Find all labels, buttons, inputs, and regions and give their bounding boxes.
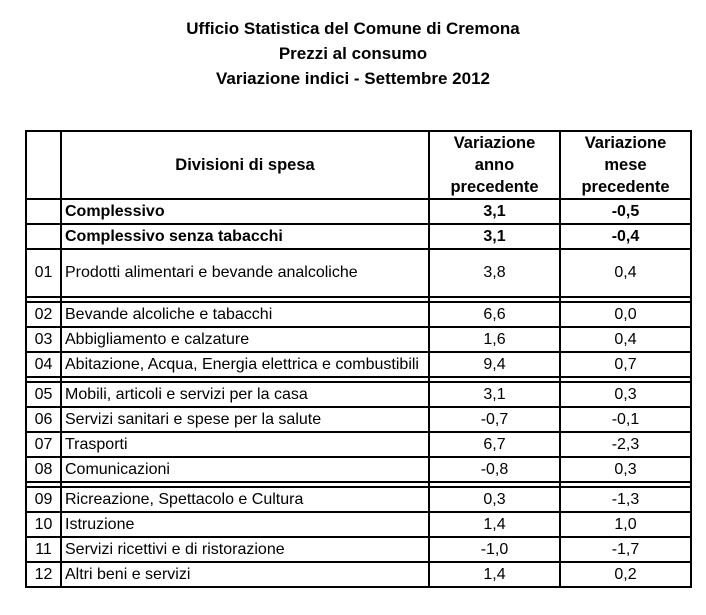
row-label: Mobili, articoli e servizi per la casa (60, 381, 430, 408)
separator-cell (25, 481, 62, 488)
table-row: 12 Altri beni e servizi 1,4 0,2 (25, 561, 692, 588)
row-label: Abbigliamento e calzature (60, 326, 430, 353)
table-row: Complessivo senza tabacchi 3,1 -0,4 (25, 223, 692, 250)
title-line-period: Variazione indici - Settembre 2012 (215, 69, 490, 88)
row-month-value: -0,4 (559, 223, 692, 250)
row-label: Servizi sanitari e spese per la salute (60, 406, 430, 433)
header-variation-year: Variazione anno precedente (428, 130, 561, 200)
row-label: Trasporti (60, 431, 430, 458)
table-row: 01 Prodotti alimentari e bevande analcoli… (25, 248, 692, 298)
row-code: 06 (25, 406, 62, 433)
row-label: Comunicazioni (60, 456, 430, 483)
row-month-value: 0,0 (559, 301, 692, 328)
row-label: Complessivo (60, 198, 430, 225)
row-month-value: 0,4 (559, 326, 692, 353)
separator-cell (25, 376, 62, 383)
header-code (25, 130, 62, 200)
row-code: 05 (25, 381, 62, 408)
title-line-office: Ufficio Statistica del Comune di Cremona (186, 19, 520, 38)
row-year-value: 3,1 (428, 198, 561, 225)
document-title-block: Ufficio Statistica del Comune di Cremona… (0, 0, 706, 91)
row-code (25, 198, 62, 225)
header-division: Divisioni di spesa (60, 130, 430, 200)
table-row: 08 Comunicazioni -0,8 0,3 (25, 456, 692, 483)
table-row: 04 Abitazione, Acqua, Energia elettrica e… (25, 351, 692, 378)
row-code: 07 (25, 431, 62, 458)
table-row: 11 Servizi ricettivi e di ristorazione -1,… (25, 536, 692, 563)
row-label: Servizi ricettivi e di ristorazione (60, 536, 430, 563)
row-year-value: -1,0 (428, 536, 561, 563)
table-row: 05 Mobili, articoli e servizi per la casa… (25, 381, 692, 408)
row-label: Bevande alcoliche e tabacchi (60, 301, 430, 328)
row-month-value: -0,1 (559, 406, 692, 433)
header-variation-month: Variazione mese precedente (559, 130, 692, 200)
table-row: 02 Bevande alcoliche e tabacchi 6,6 0,0 (25, 301, 692, 328)
row-year-value: 3,1 (428, 381, 561, 408)
separator-cell (60, 376, 430, 383)
row-year-value: 9,4 (428, 351, 561, 378)
row-code: 11 (25, 536, 62, 563)
table-row: 09 Ricreazione, Spettacolo e Cultura 0,3 -1… (25, 486, 692, 513)
row-label: Abitazione, Acqua, Energia elettrica e c… (60, 351, 430, 378)
row-code: 08 (25, 456, 62, 483)
row-code: 10 (25, 511, 62, 538)
row-year-value: 1,4 (428, 561, 561, 588)
row-year-value: -0,7 (428, 406, 561, 433)
row-code: 12 (25, 561, 62, 588)
row-code: 03 (25, 326, 62, 353)
row-month-value: -0,5 (559, 198, 692, 225)
price-index-table: Divisioni di spesa Variazione anno prece… (25, 130, 692, 588)
row-year-value: 0,3 (428, 486, 561, 513)
row-month-value: 1,0 (559, 511, 692, 538)
separator-cell (559, 481, 692, 488)
row-label: Altri beni e servizi (60, 561, 430, 588)
table-row: 07 Trasporti 6,7 -2,3 (25, 431, 692, 458)
row-year-value: -0,8 (428, 456, 561, 483)
row-year-value: 3,8 (428, 248, 561, 298)
table-row: 10 Istruzione 1,4 1,0 (25, 511, 692, 538)
table-body: Complessivo 3,1 -0,5 Complessivo senza taba… (25, 198, 692, 588)
row-year-value: 6,6 (428, 301, 561, 328)
row-year-value: 1,4 (428, 511, 561, 538)
row-code (25, 223, 62, 250)
title-line-subject: Prezzi al consumo (278, 44, 428, 63)
row-label: Istruzione (60, 511, 430, 538)
row-code: 02 (25, 301, 62, 328)
row-label: Prodotti alimentari e bevande analcolich… (60, 248, 430, 298)
row-month-value: 0,3 (559, 381, 692, 408)
row-month-value: 0,7 (559, 351, 692, 378)
table-header-row: Divisioni di spesa Variazione anno prece… (25, 130, 692, 200)
table-row: Complessivo 3,1 -0,5 (25, 198, 692, 225)
row-code: 09 (25, 486, 62, 513)
row-month-value: -1,3 (559, 486, 692, 513)
row-year-value: 3,1 (428, 223, 561, 250)
separator-cell (428, 376, 561, 383)
row-year-value: 6,7 (428, 431, 561, 458)
row-group-separator (25, 296, 692, 303)
row-label: Complessivo senza tabacchi (60, 223, 430, 250)
row-month-value: 0,2 (559, 561, 692, 588)
separator-cell (428, 481, 561, 488)
row-month-value: 0,4 (559, 248, 692, 298)
row-group-separator (25, 481, 692, 488)
row-month-value: -2,3 (559, 431, 692, 458)
table-row: 06 Servizi sanitari e spese per la salute… (25, 406, 692, 433)
row-group-separator (25, 376, 692, 383)
separator-cell (559, 376, 692, 383)
table-row: 03 Abbigliamento e calzature 1,6 0,4 (25, 326, 692, 353)
row-month-value: -1,7 (559, 536, 692, 563)
separator-cell (25, 296, 62, 303)
separator-cell (60, 481, 430, 488)
separator-cell (60, 296, 430, 303)
row-code: 04 (25, 351, 62, 378)
row-label: Ricreazione, Spettacolo e Cultura (60, 486, 430, 513)
row-code: 01 (25, 248, 62, 298)
separator-cell (428, 296, 561, 303)
separator-cell (559, 296, 692, 303)
row-year-value: 1,6 (428, 326, 561, 353)
row-month-value: 0,3 (559, 456, 692, 483)
